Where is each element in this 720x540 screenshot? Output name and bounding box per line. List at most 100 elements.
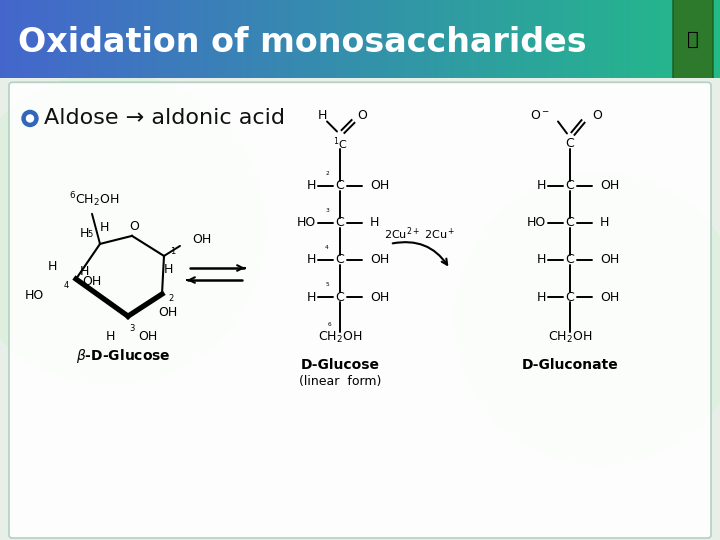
Bar — [137, 0, 140, 78]
Bar — [521, 0, 524, 78]
Bar — [449, 0, 452, 78]
Text: CH$_2$OH: CH$_2$OH — [548, 330, 592, 345]
Text: 2: 2 — [168, 294, 174, 302]
Bar — [2, 0, 6, 78]
Bar — [360, 0, 364, 78]
Bar — [523, 0, 526, 78]
Bar — [499, 0, 503, 78]
Bar — [122, 0, 126, 78]
Bar — [130, 0, 133, 78]
Bar — [297, 0, 301, 78]
Bar — [211, 0, 215, 78]
Bar — [156, 0, 159, 78]
Bar — [451, 0, 454, 78]
Text: O: O — [129, 220, 139, 233]
Bar — [55, 0, 58, 78]
Bar — [706, 0, 709, 78]
Text: O$^-$: O$^-$ — [530, 109, 550, 122]
Bar — [377, 0, 380, 78]
Bar — [405, 0, 409, 78]
Bar — [396, 0, 400, 78]
Bar — [542, 0, 546, 78]
Bar — [45, 0, 49, 78]
Bar — [367, 0, 371, 78]
Bar — [238, 0, 241, 78]
Bar — [185, 0, 188, 78]
Bar — [581, 0, 584, 78]
Bar — [351, 0, 354, 78]
Bar — [475, 0, 479, 78]
Text: H: H — [163, 262, 173, 275]
Bar — [595, 0, 598, 78]
Bar — [696, 0, 699, 78]
Bar — [12, 0, 15, 78]
Bar — [81, 0, 85, 78]
Bar — [245, 0, 248, 78]
Bar — [569, 0, 572, 78]
Bar — [547, 0, 551, 78]
Text: C: C — [566, 179, 575, 192]
Bar — [305, 0, 308, 78]
Bar — [144, 0, 148, 78]
Bar — [79, 0, 83, 78]
Bar — [266, 0, 270, 78]
Bar — [578, 0, 582, 78]
Text: HO: HO — [527, 217, 546, 230]
Bar — [264, 0, 267, 78]
Bar — [110, 0, 114, 78]
Text: C: C — [336, 217, 344, 230]
Bar — [254, 0, 258, 78]
Bar — [418, 0, 421, 78]
Bar — [261, 0, 265, 78]
Bar — [576, 0, 580, 78]
Bar — [230, 0, 234, 78]
Bar — [106, 0, 109, 78]
Bar — [0, 0, 4, 78]
Bar — [36, 0, 40, 78]
Bar — [194, 0, 198, 78]
Bar — [199, 0, 202, 78]
Bar — [504, 0, 508, 78]
Bar — [279, 0, 282, 78]
Bar — [711, 0, 714, 78]
Bar — [142, 0, 145, 78]
Bar — [158, 0, 162, 78]
Bar — [127, 0, 130, 78]
Circle shape — [22, 110, 38, 126]
Bar — [197, 0, 200, 78]
Bar — [166, 0, 169, 78]
Bar — [434, 0, 438, 78]
Bar — [437, 0, 440, 78]
Bar — [17, 0, 20, 78]
Bar — [221, 0, 224, 78]
Bar — [549, 0, 553, 78]
Bar — [657, 0, 661, 78]
Bar — [24, 0, 27, 78]
Bar — [358, 0, 361, 78]
Text: $^4$: $^4$ — [325, 245, 330, 253]
Bar — [441, 0, 445, 78]
Bar — [331, 0, 335, 78]
Text: OH: OH — [192, 233, 211, 246]
Bar — [247, 0, 251, 78]
Text: C: C — [566, 253, 575, 266]
Bar — [708, 0, 711, 78]
Bar — [643, 0, 647, 78]
Bar — [326, 0, 330, 78]
Bar — [588, 0, 591, 78]
Bar — [444, 0, 447, 78]
Bar — [387, 0, 390, 78]
Bar — [63, 0, 66, 78]
Bar — [257, 0, 260, 78]
Bar — [218, 0, 222, 78]
Bar — [466, 0, 469, 78]
Text: H: H — [48, 260, 57, 273]
Text: HO: HO — [24, 288, 44, 302]
Bar — [593, 0, 596, 78]
Bar — [312, 0, 315, 78]
Bar — [655, 0, 659, 78]
Bar — [531, 0, 534, 78]
Bar — [7, 0, 11, 78]
Text: O: O — [357, 109, 367, 122]
Bar — [528, 0, 531, 78]
